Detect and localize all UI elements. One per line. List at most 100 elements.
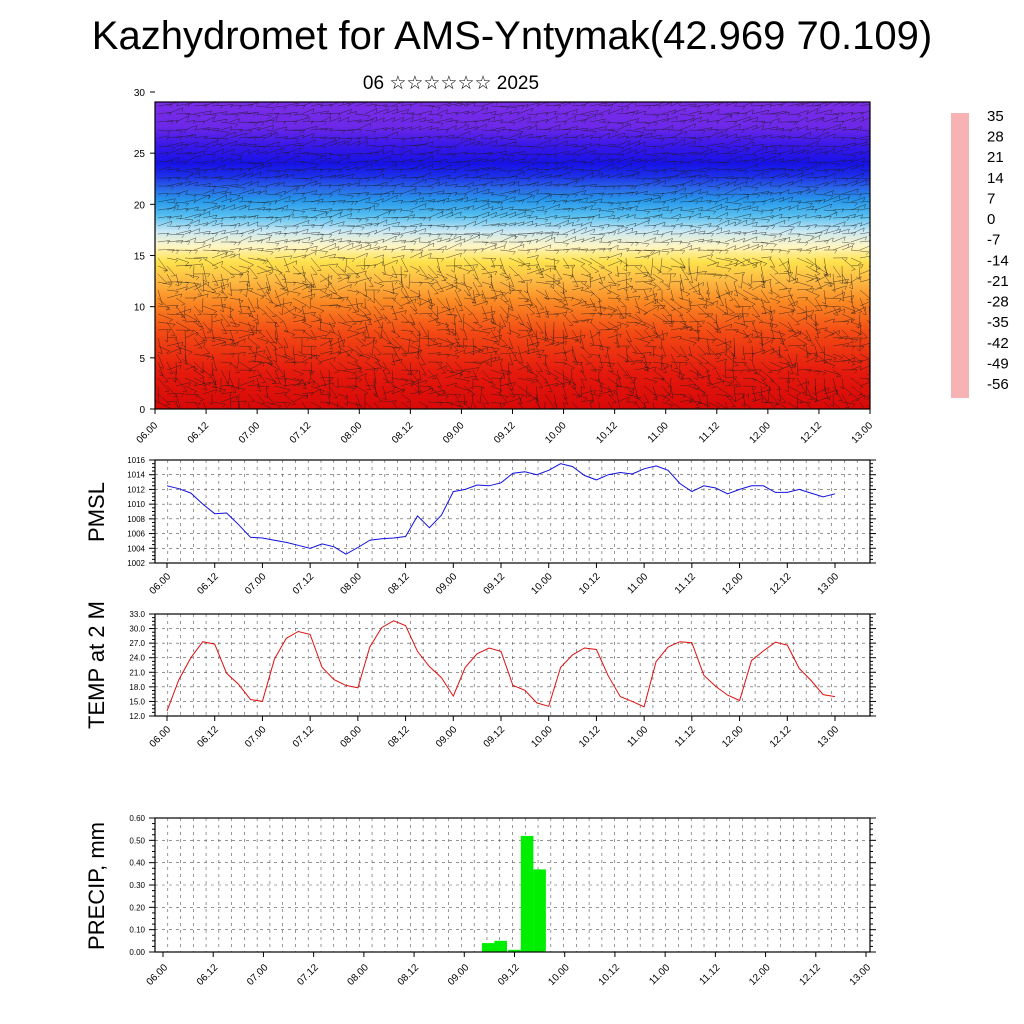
precipitation-xtick-label: 07.00 xyxy=(245,962,271,988)
colorbar-gradient xyxy=(951,113,969,398)
precipitation-ytick-label: 0.00 xyxy=(129,948,145,957)
cross-section-xtick-label: 08.12 xyxy=(390,420,416,446)
pmsl-axis-label: PMSL xyxy=(84,482,109,542)
pmsl-xtick-label: 06.12 xyxy=(195,571,221,597)
precipitation-xtick-label: 10.00 xyxy=(546,962,572,988)
precipitation-xtick-label: 09.00 xyxy=(446,962,472,988)
temperature-xtick-label: 08.12 xyxy=(386,724,412,750)
pmsl-xtick-label: 08.00 xyxy=(339,571,365,597)
pmsl-panel: 1016 1014 1012 1010 1008 1006 1004 1002 06.00 06… xyxy=(84,456,876,597)
colorbar-label: -14 xyxy=(987,252,1009,269)
temperature-xtick-label: 06.12 xyxy=(195,724,221,750)
temperature-ytick-label: 12.0 xyxy=(129,712,145,721)
temperature-field xyxy=(155,102,870,409)
cross-section-xtick-label: 06.12 xyxy=(186,420,212,446)
precipitation-xtick-label: 11.12 xyxy=(698,962,723,987)
temperature-axis-label: TEMP at 2 M xyxy=(84,601,109,729)
colorbar-label: -21 xyxy=(987,273,1009,290)
temperature-ytick-label: 30.0 xyxy=(129,625,145,634)
cross-section-xtick-label: 06.00 xyxy=(135,420,161,446)
temperature-ytick-label: 33.0 xyxy=(129,610,145,619)
cross-section-xtick-label: 11.00 xyxy=(646,420,671,445)
precipitation-panel: 0.60 0.50 0.40 0.30 0.20 0.10 0.00 06.00 06.12 0… xyxy=(84,814,876,988)
cross-section-xtick-label: 12.12 xyxy=(799,420,825,446)
cross-section-ytick-label: 10 xyxy=(134,303,146,314)
pmsl-xtick-label: 09.00 xyxy=(434,571,460,597)
colorbar-label: -56 xyxy=(987,376,1009,393)
precipitation-ytick-label: 0.30 xyxy=(129,881,145,890)
cross-section-xtick-label: 13.00 xyxy=(850,420,876,446)
temperature-xtick-label: 07.12 xyxy=(291,724,317,750)
pmsl-series-line xyxy=(166,463,836,555)
temperature-xtick-label: 10.00 xyxy=(529,724,555,750)
precipitation-ytick-label: 0.40 xyxy=(129,859,145,868)
pmsl-ytick-label: 1010 xyxy=(127,500,145,509)
precipitation-xtick-label: 06.12 xyxy=(195,962,221,988)
precipitation-bar xyxy=(508,949,521,952)
pmsl-xtick-label: 12.12 xyxy=(768,571,794,597)
temperature-xtick-label: 12.00 xyxy=(720,724,746,750)
colorbar-label: -7 xyxy=(987,232,1000,249)
precipitation-xtick-label: 12.12 xyxy=(797,962,823,988)
pmsl-xtick-label: 11.00 xyxy=(625,571,650,596)
pmsl-ytick-label: 1002 xyxy=(127,559,145,568)
precipitation-bar xyxy=(533,869,546,952)
cross-section-ytick-label: 5 xyxy=(139,354,145,365)
precipitation-xtick-label: 08.12 xyxy=(396,962,422,988)
temperature-panel: 33.0 30.0 27.0 24.0 21.0 18.0 15.0 12.0 06.00 06… xyxy=(84,601,876,750)
temperature-ytick-label: 21.0 xyxy=(129,668,145,677)
pmsl-xtick-label: 11.12 xyxy=(673,571,698,596)
precipitation-xtick-label: 08.00 xyxy=(346,962,372,988)
temperature-xtick-label: 11.12 xyxy=(673,724,698,749)
cross-section-xtick-label: 08.00 xyxy=(339,420,365,446)
precipitation-xtick-label: 10.12 xyxy=(597,962,623,988)
precipitation-xtick-label: 13.00 xyxy=(848,962,874,988)
colorbar-label: 14 xyxy=(987,170,1004,187)
pmsl-ytick-label: 1008 xyxy=(127,515,145,524)
temperature-series-line xyxy=(166,620,836,712)
cross-section-xtick-label: 10.12 xyxy=(594,420,620,446)
colorbar-label: -42 xyxy=(987,335,1009,352)
colorbar: 35 28 21 14 7 0 -7 -14 -21 -28 -35 -42 -49 -56 xyxy=(951,108,1009,398)
pmsl-xtick-label: 08.12 xyxy=(386,571,412,597)
colorbar-label: -28 xyxy=(987,294,1009,311)
pmsl-ytick-label: 1004 xyxy=(127,544,145,553)
pmsl-xtick-label: 13.00 xyxy=(816,571,842,597)
temperature-xtick-label: 13.00 xyxy=(816,724,842,750)
temperature-xtick-label: 06.00 xyxy=(148,724,174,750)
pmsl-ytick-label: 1014 xyxy=(127,471,145,480)
cross-section-xtick-label: 07.12 xyxy=(288,420,314,446)
precipitation-bar xyxy=(520,835,534,952)
page-title: Kazhydromet for AMS-Yntymak(42.969 70.10… xyxy=(91,14,933,58)
precipitation-xtick-label: 11.00 xyxy=(647,962,672,987)
precipitation-xtick-label: 09.12 xyxy=(496,962,522,988)
precipitation-ytick-label: 0.50 xyxy=(129,836,145,845)
precipitation-bar xyxy=(481,943,495,952)
pmsl-xtick-label: 10.00 xyxy=(529,571,555,597)
cross-section-xtick-label: 09.00 xyxy=(441,420,467,446)
cross-section-ytick-label: 30 xyxy=(134,88,146,99)
pmsl-xtick-label: 07.12 xyxy=(291,571,317,597)
cross-section-xtick-label: 07.00 xyxy=(237,420,263,446)
precipitation-xtick-label: 12.00 xyxy=(747,962,773,988)
temperature-ytick-label: 18.0 xyxy=(129,683,145,692)
cross-section-ytick-label: 25 xyxy=(134,149,146,160)
wind-barbs xyxy=(155,102,870,409)
pmsl-xtick-label: 10.12 xyxy=(577,571,603,597)
pmsl-ytick-label: 1006 xyxy=(127,530,145,539)
precipitation-bar xyxy=(494,940,507,952)
pmsl-xtick-label: 09.12 xyxy=(482,571,508,597)
cross-section-xtick-label: 10.00 xyxy=(543,420,569,446)
page-subtitle: 06 ☆☆☆☆☆☆ 2025 xyxy=(362,73,540,94)
temperature-xtick-label: 07.00 xyxy=(243,724,269,750)
cross-section-xtick-label: 11.12 xyxy=(697,420,722,445)
cross-section-ytick-label: 15 xyxy=(134,252,146,263)
temperature-xtick-label: 09.00 xyxy=(434,724,460,750)
colorbar-label: 21 xyxy=(987,149,1004,166)
temperature-xtick-label: 08.00 xyxy=(339,724,365,750)
colorbar-label: 7 xyxy=(987,190,995,207)
pmsl-xtick-label: 07.00 xyxy=(243,571,269,597)
cross-section-ytick-label: 20 xyxy=(134,200,146,211)
temperature-xtick-label: 10.12 xyxy=(577,724,603,750)
